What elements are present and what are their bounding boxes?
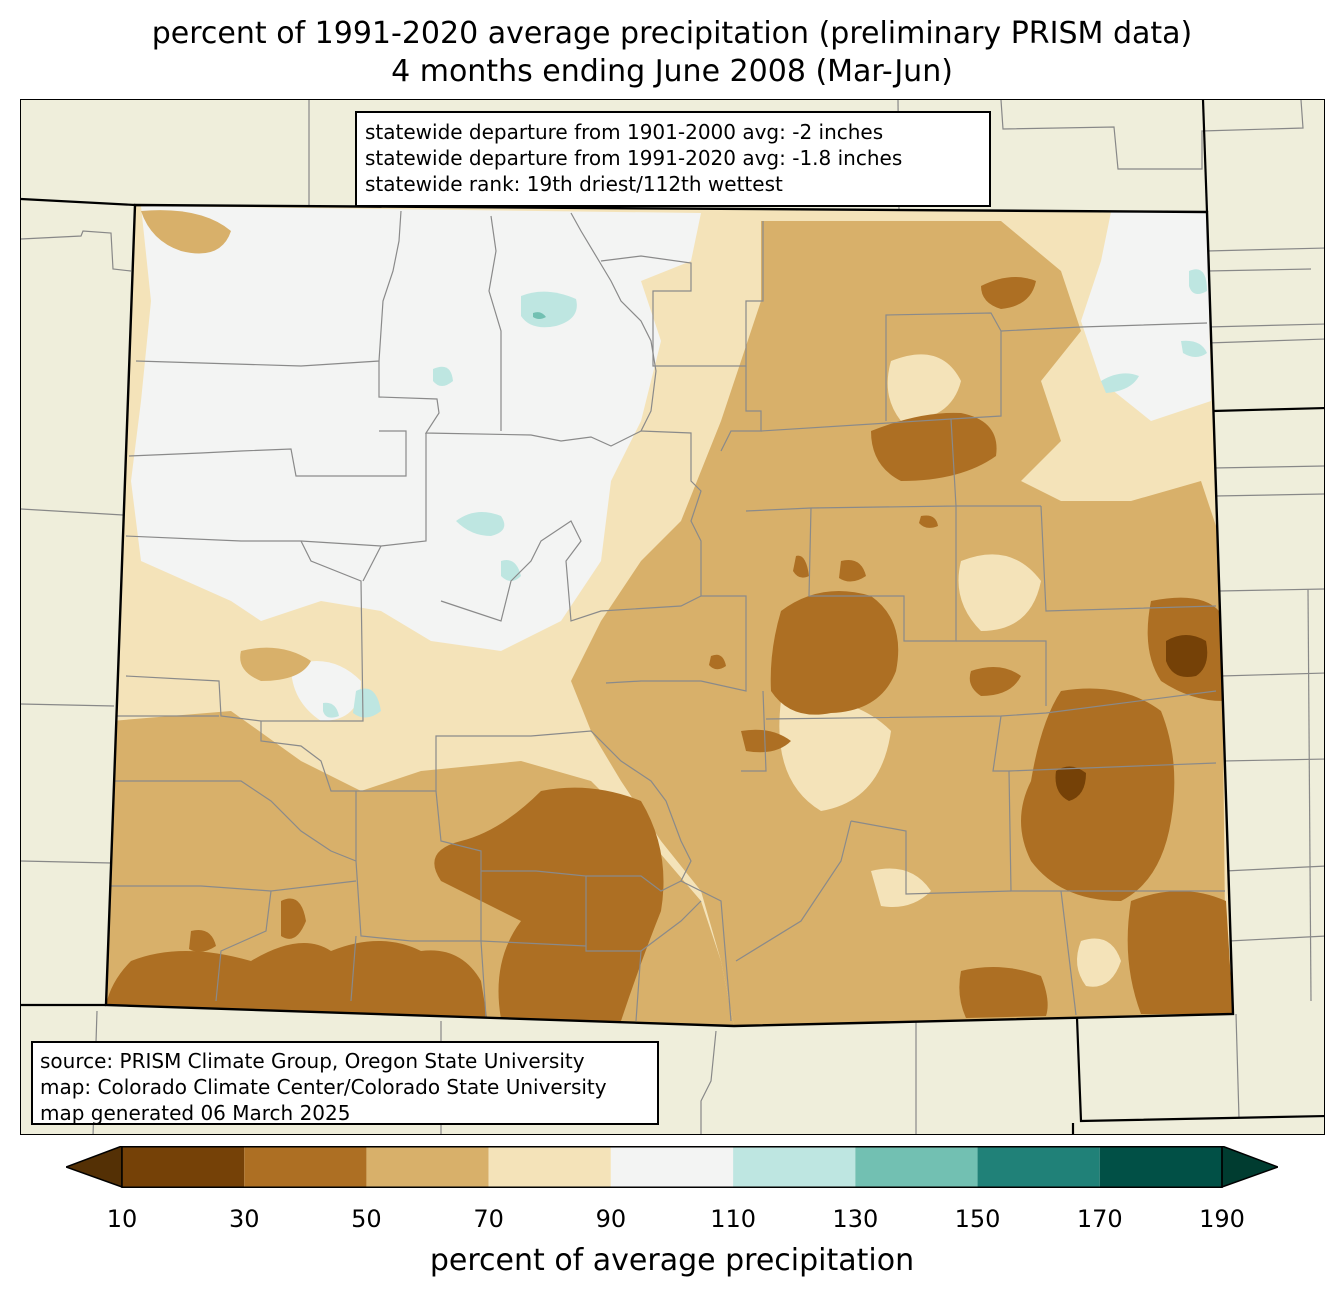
- colorbar-tick-label-130: 130: [832, 1205, 879, 1233]
- source-box: source: PRISM Climate Group, Oregon Stat…: [31, 1041, 659, 1125]
- colorbar-bin-90-110: [610, 1146, 734, 1188]
- colorbar-tick-label-70: 70: [473, 1205, 504, 1233]
- generated-date-line: map generated 06 March 2025: [40, 1101, 351, 1125]
- colorbar-tick-label-30: 30: [228, 1205, 260, 1233]
- colorbar-bin-70-90: [488, 1146, 611, 1188]
- colorbar-bin-170-190: [1099, 1146, 1222, 1188]
- colorbar-bin-130-150: [855, 1146, 978, 1188]
- colorado-border: [104, 203, 1235, 1028]
- county-lines: [111, 210, 1225, 1022]
- colorbar-tick-label-190: 190: [1199, 1205, 1245, 1233]
- precipitation-map: [20, 99, 1325, 1135]
- colorbar-over-arrow: [1221, 1146, 1278, 1188]
- statewide-stats-box: statewide departure from 1901-2000 avg: …: [355, 111, 991, 207]
- colorbar-under-arrow: [66, 1146, 123, 1188]
- colorbar-bins: [122, 1146, 1222, 1188]
- neighbor-state-borders: [21, 100, 1324, 1134]
- colorbar-bin-150-170: [977, 1146, 1100, 1188]
- colorbar-bin-50-70: [366, 1146, 489, 1188]
- colorbar-bin-10-30: [122, 1146, 245, 1188]
- stat-departure-1901-2000: statewide departure from 1901-2000 avg: …: [365, 120, 884, 144]
- colorbar-bin-110-130: [733, 1146, 856, 1188]
- source-line: source: PRISM Climate Group, Oregon Stat…: [40, 1049, 585, 1073]
- colorbar-tick-label-10: 10: [106, 1205, 138, 1233]
- colorbar-tick-label-90: 90: [595, 1205, 627, 1233]
- colorbar-tick-label-110: 110: [710, 1205, 757, 1233]
- colorbar-bin-30-50: [244, 1146, 367, 1188]
- map-subtitle: 4 months ending June 2008 (Mar-Jun): [391, 54, 953, 89]
- map-credit-line: map: Colorado Climate Center/Colorado St…: [40, 1075, 607, 1099]
- stat-rank: statewide rank: 19th driest/112th wettes…: [365, 172, 783, 196]
- colorbar-tick-label-170: 170: [1076, 1205, 1123, 1233]
- colorbar: [66, 1146, 1278, 1188]
- neighbor-state-lines: [21, 100, 1324, 1134]
- map-title: percent of 1991-2020 average precipitati…: [151, 16, 1193, 51]
- precipitation-field: [106, 205, 1233, 1026]
- colorado-map-svg: [21, 100, 1324, 1134]
- colorbar-label: percent of average precipitation: [429, 1243, 915, 1278]
- colorbar-tick-label-150: 150: [954, 1205, 1001, 1233]
- stat-departure-1991-2020: statewide departure from 1991-2020 avg: …: [365, 146, 903, 170]
- colorbar-tick-label-50: 50: [351, 1205, 382, 1233]
